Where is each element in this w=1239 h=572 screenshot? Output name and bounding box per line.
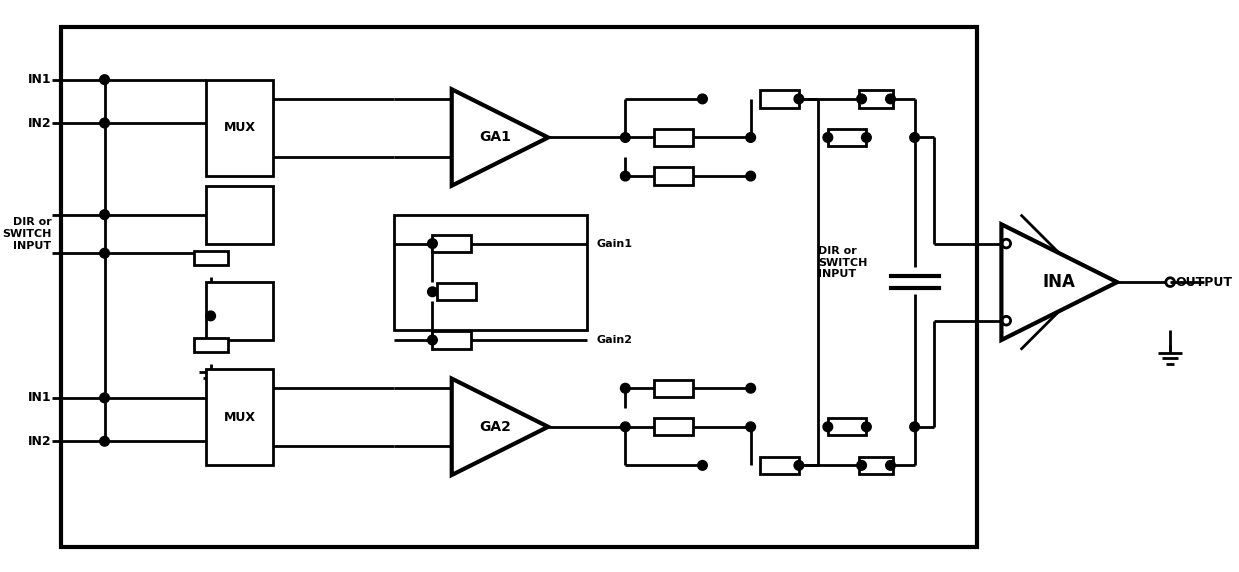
Bar bbox=[654, 129, 693, 146]
Circle shape bbox=[886, 460, 896, 470]
Bar bbox=[859, 90, 893, 108]
Text: DIR or
SWITCH
INPUT: DIR or SWITCH INPUT bbox=[818, 247, 867, 280]
Text: IN2: IN2 bbox=[28, 117, 52, 129]
Circle shape bbox=[99, 248, 109, 258]
Circle shape bbox=[746, 422, 756, 432]
Bar bbox=[206, 80, 274, 176]
Bar bbox=[206, 186, 274, 244]
Polygon shape bbox=[452, 379, 548, 475]
Text: OUTPUT: OUTPUT bbox=[1175, 276, 1232, 289]
Bar bbox=[761, 90, 799, 108]
Circle shape bbox=[698, 460, 707, 470]
Circle shape bbox=[99, 210, 109, 220]
Bar bbox=[61, 26, 978, 547]
Bar bbox=[828, 418, 866, 435]
Circle shape bbox=[99, 393, 109, 403]
Circle shape bbox=[621, 383, 631, 393]
Circle shape bbox=[746, 383, 756, 393]
Text: MUX: MUX bbox=[223, 411, 255, 424]
Circle shape bbox=[861, 422, 871, 432]
Bar bbox=[193, 337, 228, 352]
Bar bbox=[437, 283, 476, 300]
Bar bbox=[432, 235, 471, 252]
Bar bbox=[394, 214, 587, 331]
Circle shape bbox=[746, 133, 756, 142]
Circle shape bbox=[99, 118, 109, 128]
Circle shape bbox=[621, 422, 631, 432]
Bar bbox=[193, 251, 228, 265]
Text: Gain1: Gain1 bbox=[596, 239, 632, 249]
Circle shape bbox=[861, 133, 871, 142]
Circle shape bbox=[621, 171, 631, 181]
Circle shape bbox=[823, 133, 833, 142]
Circle shape bbox=[856, 460, 866, 470]
Circle shape bbox=[206, 311, 216, 321]
Text: MUX: MUX bbox=[223, 121, 255, 134]
Bar bbox=[654, 418, 693, 435]
Circle shape bbox=[621, 133, 631, 142]
Polygon shape bbox=[452, 89, 548, 186]
Circle shape bbox=[427, 239, 437, 248]
Circle shape bbox=[909, 133, 919, 142]
Text: DIR or
SWITCH
INPUT: DIR or SWITCH INPUT bbox=[2, 217, 52, 251]
Text: GA2: GA2 bbox=[479, 420, 510, 434]
Polygon shape bbox=[1001, 224, 1118, 340]
Circle shape bbox=[886, 94, 896, 104]
Circle shape bbox=[698, 94, 707, 104]
Text: IN1: IN1 bbox=[28, 391, 52, 404]
Bar bbox=[206, 369, 274, 466]
Circle shape bbox=[746, 171, 756, 181]
Circle shape bbox=[99, 75, 109, 85]
Circle shape bbox=[427, 335, 437, 345]
Circle shape bbox=[909, 422, 919, 432]
Bar bbox=[654, 168, 693, 185]
Circle shape bbox=[99, 436, 109, 446]
Circle shape bbox=[794, 460, 804, 470]
Bar bbox=[859, 456, 893, 474]
Bar bbox=[828, 129, 866, 146]
Bar bbox=[432, 331, 471, 349]
Circle shape bbox=[427, 287, 437, 297]
Text: IN2: IN2 bbox=[28, 435, 52, 448]
Text: Gain2: Gain2 bbox=[596, 335, 632, 345]
Text: GA1: GA1 bbox=[479, 130, 510, 145]
Bar bbox=[761, 456, 799, 474]
Text: IN1: IN1 bbox=[28, 73, 52, 86]
Circle shape bbox=[794, 94, 804, 104]
Circle shape bbox=[856, 94, 866, 104]
Bar bbox=[654, 380, 693, 397]
Text: INA: INA bbox=[1043, 273, 1075, 291]
Bar bbox=[206, 282, 274, 340]
Circle shape bbox=[823, 422, 833, 432]
